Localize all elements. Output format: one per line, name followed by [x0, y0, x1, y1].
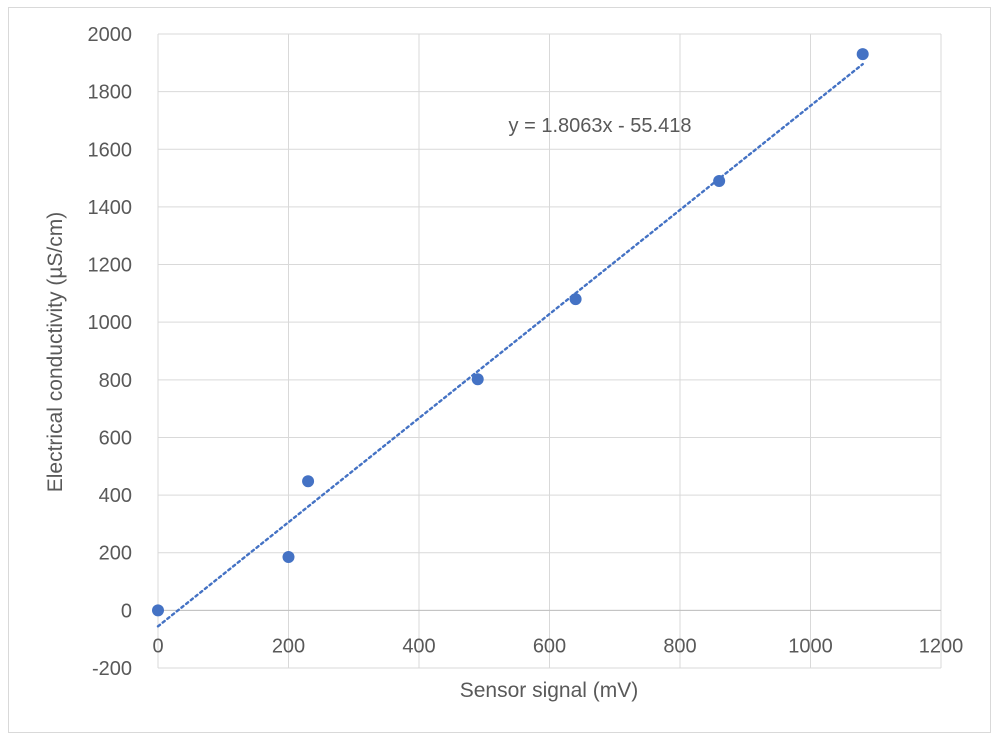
- y-tick-label: 1200: [88, 255, 133, 277]
- data-point: [471, 373, 484, 386]
- y-axis-title: Electrical conductivity (µS/cm): [44, 212, 67, 493]
- y-tick-label: 2000: [88, 24, 133, 46]
- y-tick-label: 1600: [88, 139, 133, 161]
- y-tick-label: 200: [99, 543, 132, 565]
- y-tick-label: 800: [99, 370, 132, 392]
- trendline-equation: y = 1.8063x - 55.418: [509, 115, 692, 137]
- x-tick-label: 0: [152, 635, 163, 657]
- data-point: [302, 475, 315, 488]
- y-tick-label: 1800: [88, 82, 133, 104]
- trendline: [156, 62, 864, 628]
- data-point: [282, 551, 295, 564]
- y-tick-label: 400: [99, 485, 132, 507]
- data-point: [569, 293, 582, 306]
- x-tick-label: 200: [272, 635, 305, 657]
- data-point: [713, 174, 726, 187]
- x-tick-label: 400: [402, 635, 435, 657]
- data-point: [152, 604, 164, 617]
- y-tick-label: 1400: [88, 197, 133, 219]
- y-tick-label: 1000: [88, 312, 133, 334]
- x-tick-label: 800: [663, 635, 696, 657]
- y-tick-label: 600: [99, 427, 132, 449]
- x-tick-label: 1200: [919, 635, 964, 657]
- x-tick-label: 1000: [788, 635, 833, 657]
- x-tick-labels: 0 200 400 600 800 1000 1200: [152, 635, 963, 657]
- y-tick-labels: -200 0 200 400 600 800 1000 1200 1400 1600 1800 200…: [88, 24, 133, 680]
- chart-frame: [8, 7, 991, 733]
- data-points: [152, 48, 869, 617]
- trendline-group: [156, 62, 864, 628]
- y-tick-label: 0: [121, 600, 132, 622]
- data-point: [856, 48, 869, 61]
- y-tick-label: -200: [92, 658, 132, 680]
- x-axis-title: Sensor signal (mV): [460, 679, 639, 702]
- gridlines: [157, 33, 942, 669]
- x-tick-label: 600: [533, 635, 566, 657]
